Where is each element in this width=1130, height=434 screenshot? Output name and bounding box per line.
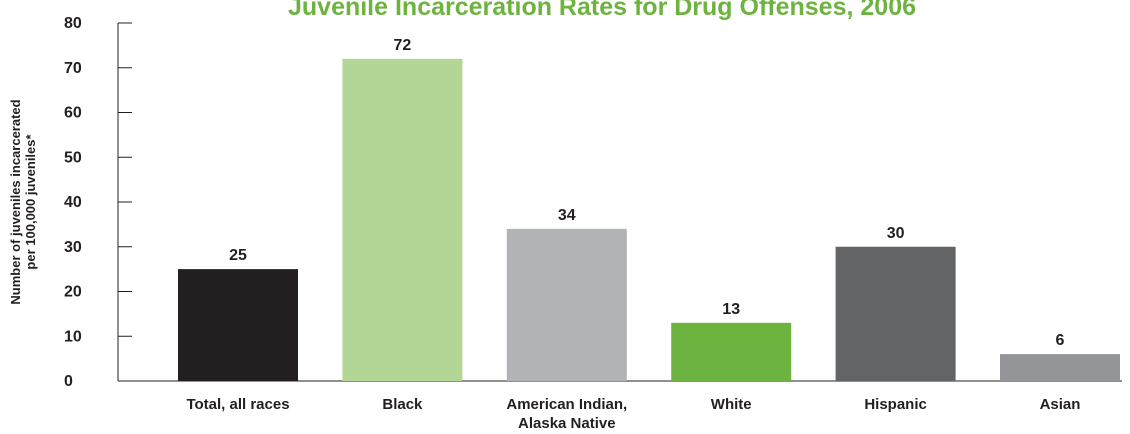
bar bbox=[1000, 354, 1120, 381]
x-tick-label: Total, all races bbox=[186, 396, 289, 413]
x-tick-label: Asian bbox=[1040, 396, 1081, 413]
value-labels: 25 72 34 13 30 6 bbox=[229, 37, 1064, 349]
y-tick-label: 0 bbox=[64, 373, 73, 390]
x-tick-label: Hispanic bbox=[864, 396, 927, 413]
y-tick-label: 50 bbox=[64, 149, 82, 166]
y-tick-label: 10 bbox=[64, 328, 82, 345]
bar bbox=[342, 58, 463, 382]
y-tick-label: 60 bbox=[64, 105, 82, 122]
bar-value-label: 30 bbox=[887, 225, 905, 242]
bar bbox=[671, 322, 792, 381]
bar bbox=[835, 246, 956, 381]
y-axis-label-line: per 100,000 juveniles* bbox=[23, 133, 38, 269]
bar-value-label: 6 bbox=[1056, 332, 1065, 349]
chart-title: Juvenile Incarceration Rates for Drug Of… bbox=[288, 0, 916, 21]
y-tick-label: 30 bbox=[64, 239, 82, 256]
y-tick-label: 40 bbox=[64, 194, 82, 211]
y-tick-label: 80 bbox=[64, 15, 82, 32]
x-tick-label: Black bbox=[382, 396, 423, 413]
bar-value-label: 34 bbox=[558, 207, 576, 224]
bar-value-label: 25 bbox=[229, 247, 247, 264]
x-tick-label: American Indian, Alaska Native bbox=[506, 396, 627, 432]
y-tick-label: 70 bbox=[64, 60, 82, 77]
bars bbox=[178, 58, 1120, 382]
y-axis-label: Number of juveniles incarcerated per 100,… bbox=[8, 99, 38, 304]
bar-value-label: 13 bbox=[722, 301, 740, 318]
x-axis-labels: Total, all races Black American Indian, Ala… bbox=[186, 396, 1080, 432]
x-tick-label: White bbox=[711, 396, 752, 413]
bar bbox=[178, 269, 298, 381]
bar bbox=[506, 228, 627, 381]
bar-value-label: 72 bbox=[394, 37, 412, 54]
y-tick-label: 20 bbox=[64, 284, 82, 301]
y-axis-label-line: Number of juveniles incarcerated bbox=[8, 99, 23, 304]
